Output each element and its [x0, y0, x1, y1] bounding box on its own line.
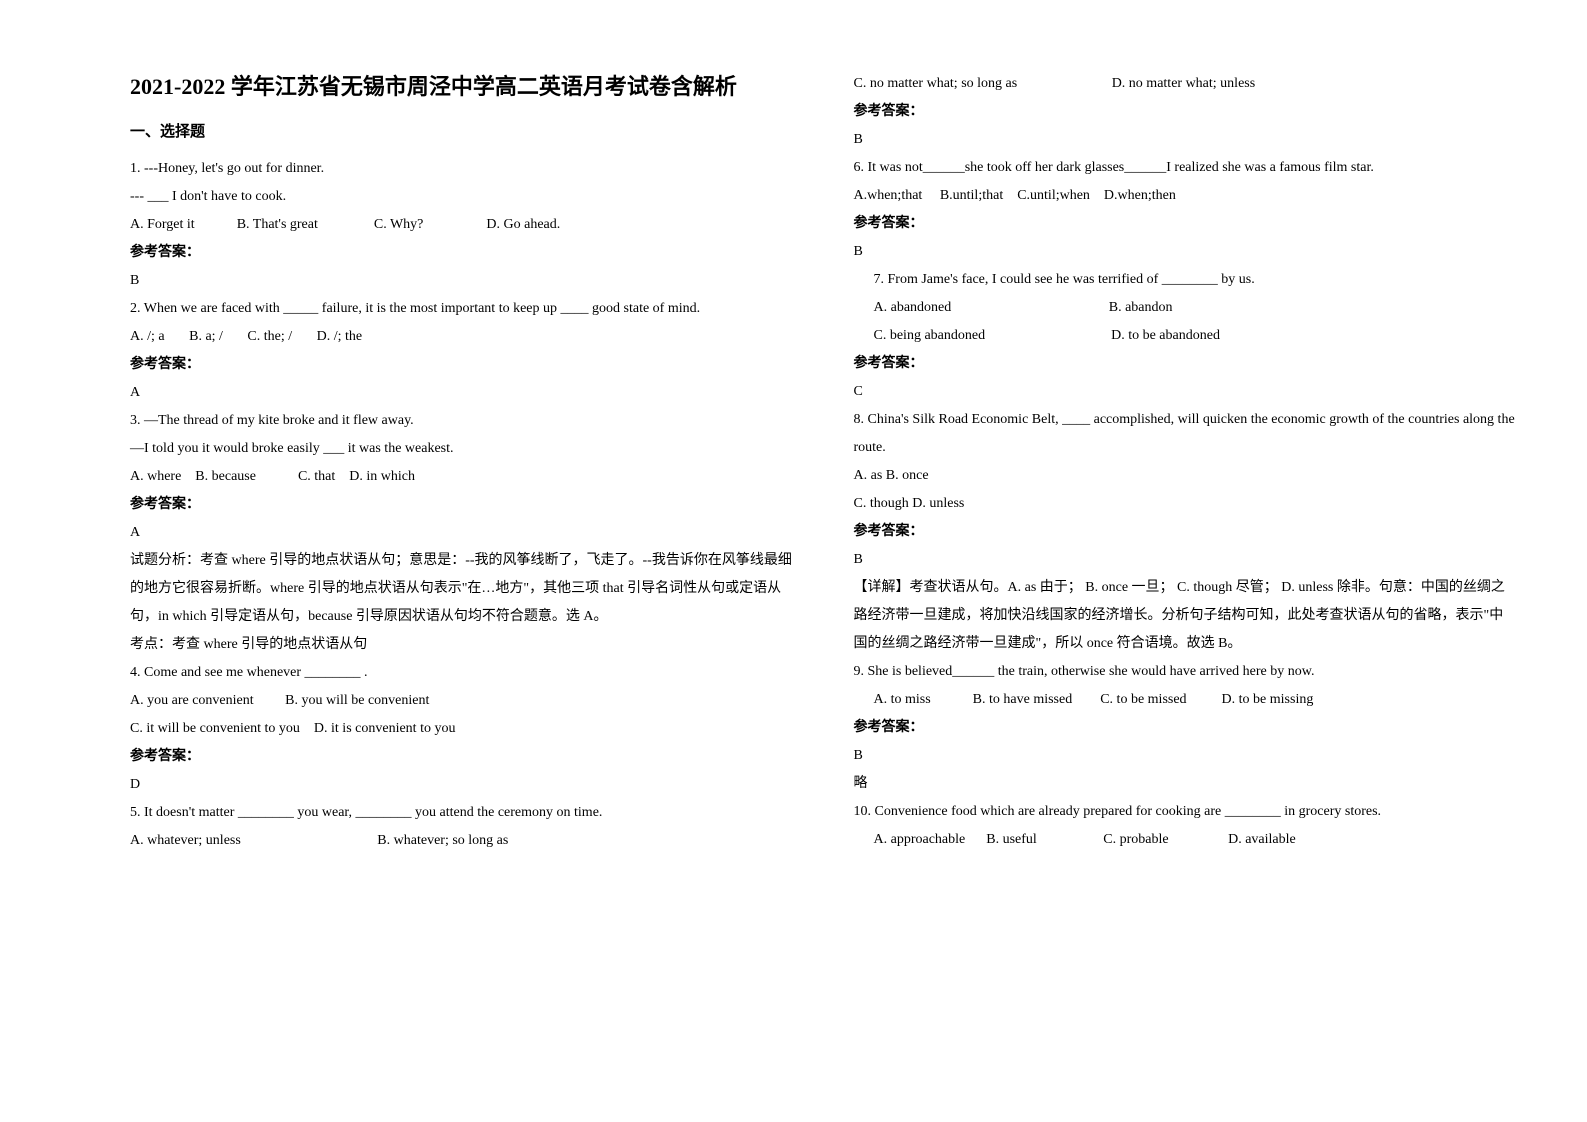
q4-options-2: C. it will be convenient to you D. it is… — [130, 715, 794, 743]
left-column: 2021-2022 学年江苏省无锡市周泾中学高二英语月考试卷含解析 一、选择题 … — [100, 70, 824, 1082]
q5-answer: B — [854, 126, 1518, 154]
q7-line1: 7. From Jame's face, I could see he was … — [854, 266, 1518, 294]
q9-note: 略 — [854, 770, 1518, 798]
q4-line1: 4. Come and see me whenever ________ . — [130, 659, 794, 687]
right-column: C. no matter what; so long as D. no matt… — [824, 70, 1548, 1082]
q4-answer: D — [130, 771, 794, 799]
q1-line2: --- ___ I don't have to cook. — [130, 183, 794, 211]
q5-options-2: C. no matter what; so long as D. no matt… — [854, 70, 1518, 98]
q6-line1: 6. It was not______she took off her dark… — [854, 154, 1518, 182]
q9-answer: B — [854, 742, 1518, 770]
q6-options: A.when;that B.until;that C.until;when D.… — [854, 182, 1518, 210]
answer-label: 参考答案： — [130, 239, 794, 267]
exam-title: 2021-2022 学年江苏省无锡市周泾中学高二英语月考试卷含解析 — [130, 70, 794, 103]
q3-explanation-1: 试题分析：考查 where 引导的地点状语从句；意思是：--我的风筝线断了，飞走… — [130, 547, 794, 631]
q8-options-2: C. though D. unless — [854, 490, 1518, 518]
q1-answer: B — [130, 267, 794, 295]
q8-line1: 8. China's Silk Road Economic Belt, ____… — [854, 406, 1518, 462]
q2-options: A. /; a B. a; / C. the; / D. /; the — [130, 323, 794, 351]
q2-answer: A — [130, 379, 794, 407]
q6-answer: B — [854, 238, 1518, 266]
answer-label: 参考答案： — [854, 350, 1518, 378]
document-page: 2021-2022 学年江苏省无锡市周泾中学高二英语月考试卷含解析 一、选择题 … — [0, 0, 1587, 1122]
answer-label: 参考答案： — [130, 351, 794, 379]
q1-options: A. Forget it B. That's great C. Why? D. … — [130, 211, 794, 239]
q8-answer: B — [854, 546, 1518, 574]
q10-options: A. approachable B. useful C. probable D.… — [854, 826, 1518, 854]
answer-label: 参考答案： — [854, 714, 1518, 742]
q7-options-2: C. being abandoned D. to be abandoned — [854, 322, 1518, 350]
q7-answer: C — [854, 378, 1518, 406]
q3-options: A. where B. because C. that D. in which — [130, 463, 794, 491]
q7-options-1: A. abandoned B. abandon — [854, 294, 1518, 322]
q3-line1: 3. —The thread of my kite broke and it f… — [130, 407, 794, 435]
q5-options-1: A. whatever; unless B. whatever; so long… — [130, 827, 794, 855]
q3-explanation-2: 考点：考查 where 引导的地点状语从句 — [130, 631, 794, 659]
q10-line1: 10. Convenience food which are already p… — [854, 798, 1518, 826]
q4-options-1: A. you are convenient B. you will be con… — [130, 687, 794, 715]
q3-line2: —I told you it would broke easily ___ it… — [130, 435, 794, 463]
q9-line1: 9. She is believed______ the train, othe… — [854, 658, 1518, 686]
q8-options-1: A. as B. once — [854, 462, 1518, 490]
q3-answer: A — [130, 519, 794, 547]
section-heading: 一、选择题 — [130, 117, 794, 147]
answer-label: 参考答案： — [854, 210, 1518, 238]
q9-options: A. to miss B. to have missed C. to be mi… — [854, 686, 1518, 714]
answer-label: 参考答案： — [130, 743, 794, 771]
q2-line1: 2. When we are faced with _____ failure,… — [130, 295, 794, 323]
q8-explanation: 【详解】考查状语从句。A. as 由于； B. once 一旦； C. thou… — [854, 574, 1518, 658]
q1-line1: 1. ---Honey, let's go out for dinner. — [130, 155, 794, 183]
answer-label: 参考答案： — [854, 518, 1518, 546]
answer-label: 参考答案： — [854, 98, 1518, 126]
q5-line1: 5. It doesn't matter ________ you wear, … — [130, 799, 794, 827]
answer-label: 参考答案： — [130, 491, 794, 519]
